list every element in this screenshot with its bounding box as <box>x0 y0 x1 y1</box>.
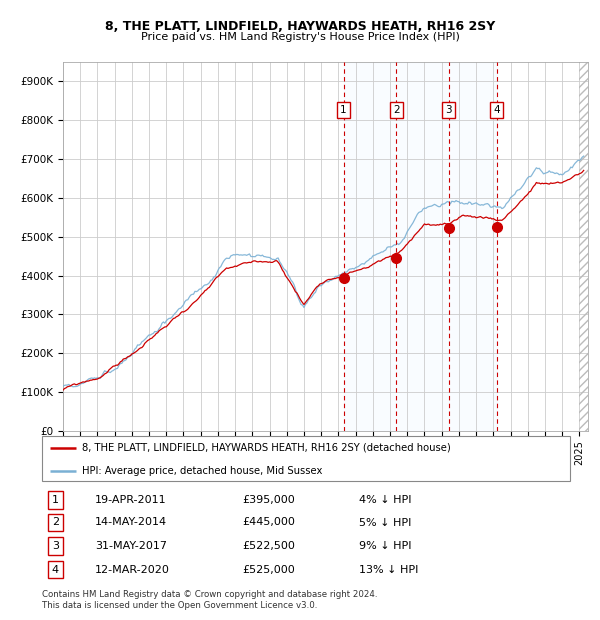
Text: HPI: Average price, detached house, Mid Sussex: HPI: Average price, detached house, Mid … <box>82 466 322 476</box>
Text: 12-MAR-2020: 12-MAR-2020 <box>95 565 170 575</box>
Text: £522,500: £522,500 <box>242 541 296 551</box>
Text: 1: 1 <box>52 495 59 505</box>
Text: 9% ↓ HPI: 9% ↓ HPI <box>359 541 412 551</box>
Text: 2: 2 <box>52 518 59 528</box>
Text: Contains HM Land Registry data © Crown copyright and database right 2024.: Contains HM Land Registry data © Crown c… <box>42 590 377 600</box>
Text: 4% ↓ HPI: 4% ↓ HPI <box>359 495 412 505</box>
Text: 2: 2 <box>393 105 400 115</box>
Text: 1: 1 <box>340 105 347 115</box>
Text: £445,000: £445,000 <box>242 518 296 528</box>
Text: 8, THE PLATT, LINDFIELD, HAYWARDS HEATH, RH16 2SY: 8, THE PLATT, LINDFIELD, HAYWARDS HEATH,… <box>105 20 495 33</box>
Text: 8, THE PLATT, LINDFIELD, HAYWARDS HEATH, RH16 2SY (detached house): 8, THE PLATT, LINDFIELD, HAYWARDS HEATH,… <box>82 443 451 453</box>
Text: £395,000: £395,000 <box>242 495 295 505</box>
Text: £525,000: £525,000 <box>242 565 295 575</box>
Text: 13% ↓ HPI: 13% ↓ HPI <box>359 565 418 575</box>
Text: This data is licensed under the Open Government Licence v3.0.: This data is licensed under the Open Gov… <box>42 601 317 611</box>
Text: 3: 3 <box>52 541 59 551</box>
Text: Price paid vs. HM Land Registry's House Price Index (HPI): Price paid vs. HM Land Registry's House … <box>140 32 460 42</box>
Text: 5% ↓ HPI: 5% ↓ HPI <box>359 518 411 528</box>
Text: 31-MAY-2017: 31-MAY-2017 <box>95 541 167 551</box>
FancyBboxPatch shape <box>42 436 570 480</box>
Text: 4: 4 <box>52 565 59 575</box>
Bar <box>344 62 497 431</box>
Text: 4: 4 <box>493 105 500 115</box>
Text: 14-MAY-2014: 14-MAY-2014 <box>95 518 167 528</box>
Text: 3: 3 <box>445 105 452 115</box>
Text: 19-APR-2011: 19-APR-2011 <box>95 495 166 505</box>
